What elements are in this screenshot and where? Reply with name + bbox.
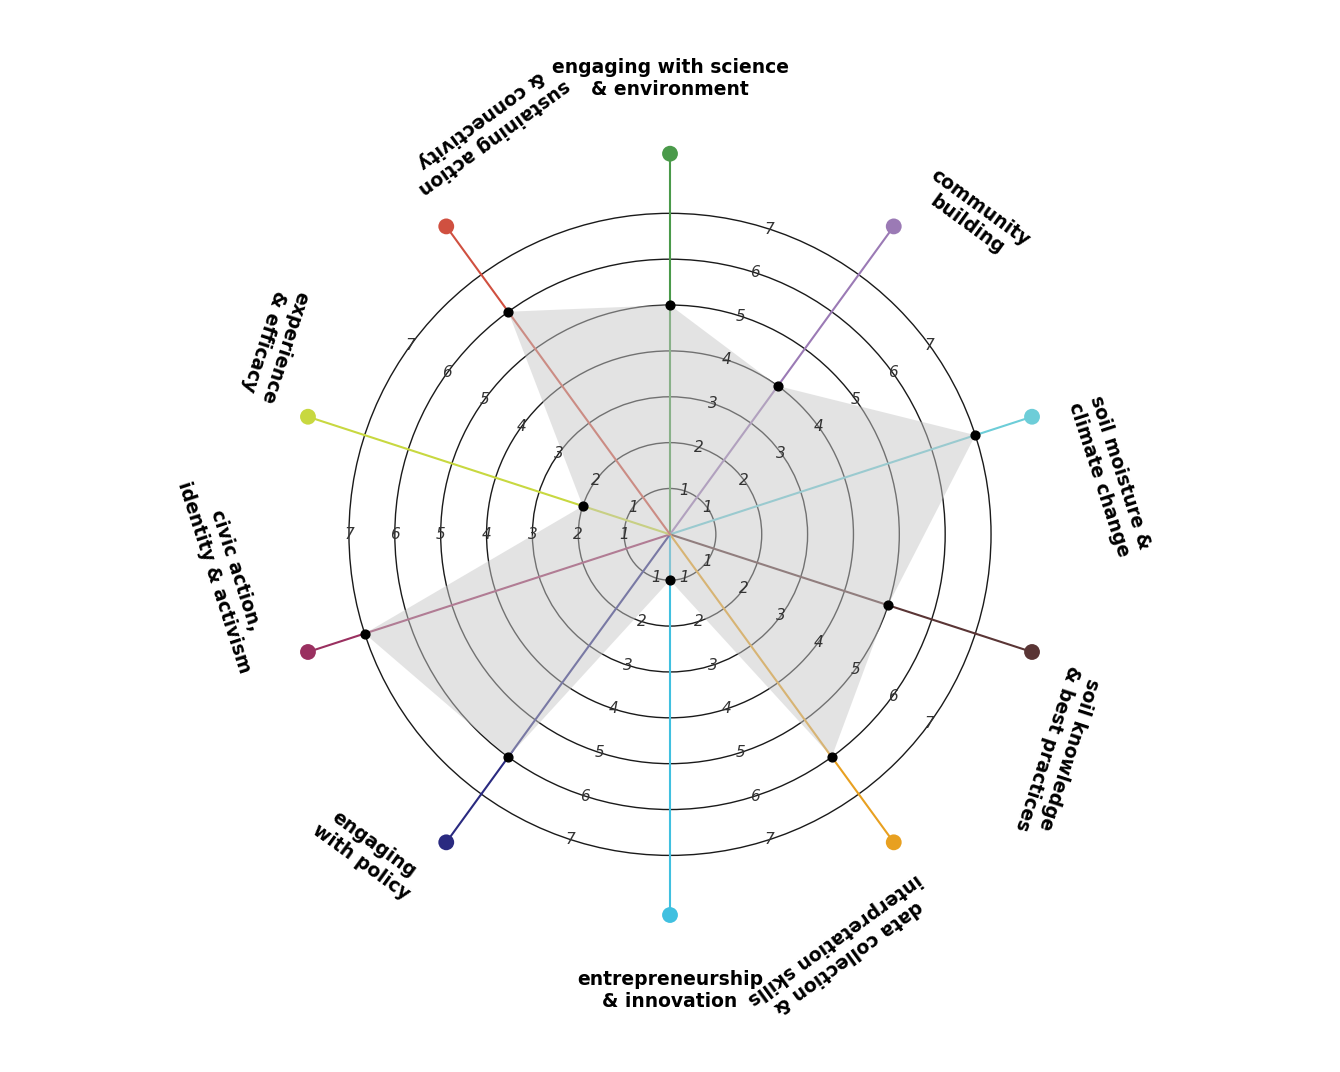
Text: 6: 6 [442, 366, 453, 381]
Text: 1: 1 [619, 526, 628, 541]
Point [572, 497, 594, 515]
Point [497, 748, 519, 765]
Text: 7: 7 [764, 222, 775, 237]
Text: 1: 1 [679, 570, 689, 585]
Text: 6: 6 [887, 688, 898, 703]
Point [436, 834, 457, 851]
Text: data collection &
interpretation skills: data collection & interpretation skills [744, 870, 938, 1027]
Text: 6: 6 [887, 366, 898, 381]
Text: 4: 4 [517, 419, 527, 434]
Text: sustaining action
& connectivity: sustaining action & connectivity [402, 58, 574, 198]
Text: 4: 4 [608, 701, 618, 716]
Text: 3: 3 [708, 658, 717, 673]
Text: 3: 3 [553, 446, 564, 461]
Text: 7: 7 [925, 716, 934, 730]
Text: engaging
with policy: engaging with policy [308, 803, 426, 904]
Point [297, 408, 319, 426]
Point [821, 748, 843, 765]
Text: 7: 7 [406, 338, 415, 353]
Text: 7: 7 [925, 338, 934, 353]
Text: 3: 3 [623, 658, 632, 673]
Point [297, 643, 319, 660]
Text: 7: 7 [565, 832, 576, 847]
Text: experience
& efficacy: experience & efficacy [236, 282, 311, 406]
Text: 4: 4 [722, 353, 732, 368]
Text: 1: 1 [679, 483, 689, 498]
Text: 3: 3 [776, 446, 787, 461]
Text: 2: 2 [740, 581, 749, 596]
Text: 5: 5 [851, 661, 860, 676]
Text: entrepreneurship
& innovation: entrepreneurship & innovation [578, 970, 762, 1011]
Point [883, 834, 905, 851]
Point [436, 218, 457, 235]
Point [659, 907, 681, 924]
Text: civic action,
identity & activism: civic action, identity & activism [174, 472, 275, 675]
Text: 2: 2 [636, 614, 646, 629]
Text: 5: 5 [736, 309, 746, 324]
Text: 6: 6 [750, 265, 760, 280]
Text: 4: 4 [813, 635, 823, 650]
Point [659, 145, 681, 162]
Point [1021, 408, 1043, 426]
Point [883, 218, 905, 235]
Text: 5: 5 [594, 745, 604, 760]
Polygon shape [364, 306, 976, 757]
Text: 1: 1 [628, 500, 638, 515]
Text: 3: 3 [776, 608, 787, 623]
Text: 3: 3 [708, 396, 717, 411]
Text: 1: 1 [702, 554, 712, 569]
Text: 7: 7 [344, 526, 354, 541]
Text: 6: 6 [580, 789, 590, 804]
Point [354, 625, 375, 642]
Text: 2: 2 [591, 473, 600, 488]
Point [659, 571, 681, 589]
Text: 6: 6 [750, 789, 760, 804]
Text: soil knowledge
& best practices: soil knowledge & best practices [1012, 662, 1104, 839]
Text: 4: 4 [722, 701, 732, 716]
Text: 1: 1 [702, 500, 712, 515]
Text: 2: 2 [740, 473, 749, 488]
Text: 5: 5 [436, 526, 446, 541]
Text: 2: 2 [574, 526, 583, 541]
Text: 1: 1 [651, 570, 661, 585]
Text: 4: 4 [481, 526, 492, 541]
Text: 2: 2 [694, 614, 704, 629]
Text: 3: 3 [528, 526, 537, 541]
Text: 7: 7 [764, 832, 775, 847]
Point [659, 297, 681, 314]
Text: 4: 4 [813, 419, 823, 434]
Text: community
building: community building [914, 165, 1033, 267]
Text: 5: 5 [851, 392, 860, 407]
Text: soil moisture &
climate change: soil moisture & climate change [1065, 393, 1154, 560]
Point [1021, 643, 1043, 660]
Text: 5: 5 [736, 745, 746, 760]
Point [766, 377, 788, 394]
Text: 5: 5 [480, 392, 489, 407]
Point [878, 597, 899, 614]
Text: engaging with science
& environment: engaging with science & environment [552, 58, 788, 99]
Point [965, 427, 986, 444]
Text: 6: 6 [390, 526, 399, 541]
Point [497, 303, 519, 321]
Text: 2: 2 [694, 440, 704, 455]
